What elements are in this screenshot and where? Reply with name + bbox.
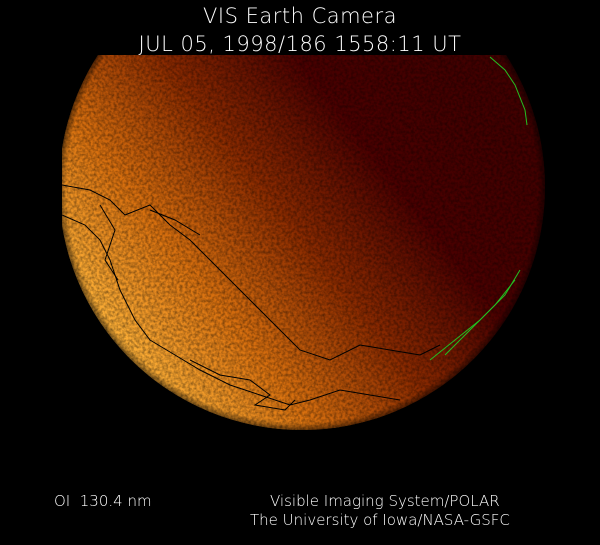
filter-wavelength: OI 130.4 nm	[54, 492, 152, 510]
image-timestamp: JUL 05, 1998/186 1558:11 UT	[138, 32, 462, 56]
coastlines	[62, 184, 441, 411]
limb-coastlines	[429, 56, 528, 361]
credit-line-2: The University of Iowa/NASA-GSFC	[250, 511, 510, 529]
earth-disk	[62, 55, 545, 430]
image-title: VIS Earth Camera	[203, 4, 397, 28]
credit-line-1: Visible Imaging System/POLAR	[270, 492, 500, 510]
